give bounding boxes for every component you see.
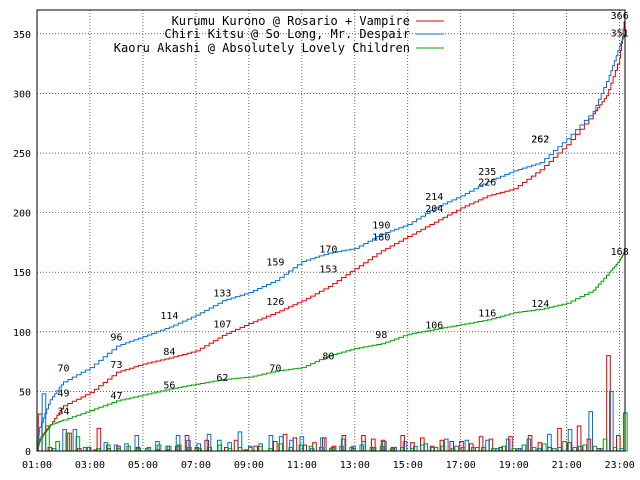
data-label: 190 (372, 221, 390, 232)
data-label: 116 (478, 309, 496, 320)
data-label: 80 (322, 352, 334, 363)
data-label: 235 (478, 167, 496, 178)
y-tick-label: 0 (25, 447, 31, 458)
x-tick-label: 19:00 (499, 460, 529, 471)
data-label: 106 (425, 321, 443, 332)
y-tick-label: 350 (13, 30, 31, 41)
data-label: 366 (611, 11, 629, 22)
data-label: 70 (269, 364, 281, 375)
data-label: 153 (319, 265, 337, 276)
x-tick-label: 13:00 (340, 460, 370, 471)
data-label: 47 (110, 391, 122, 402)
series-lines (36, 14, 626, 452)
legend-label-kurumu: Kurumu Kurono @ Rosario + Vampire (172, 14, 410, 28)
grid (36, 10, 625, 451)
y-tick-label: 100 (13, 328, 31, 339)
legend: Kurumu Kurono @ Rosario + Vampire Chiri … (114, 14, 444, 55)
data-label: 84 (163, 347, 175, 358)
axes: 01:00 03:00 05:00 07:00 09:00 11:00 13:00 15:00… (13, 30, 635, 471)
data-labels: 49 73 84 107 126 153 180 204 226 262 366 70 96 114 133… (57, 11, 628, 418)
y-tick-label: 50 (19, 387, 31, 398)
data-label: 262 (531, 135, 549, 146)
line-chiri (36, 32, 626, 452)
x-tick-label: 01:00 (22, 460, 52, 471)
data-label: 114 (160, 311, 178, 322)
x-tick-label: 17:00 (446, 460, 476, 471)
data-label: 98 (375, 330, 387, 341)
data-label: 170 (319, 244, 337, 255)
data-label: 262 (531, 135, 549, 146)
data-label: 70 (57, 364, 69, 375)
legend-label-chiri: Chiri Kitsu @ So Long, Mr. Despair (164, 27, 410, 41)
x-tick-label: 09:00 (234, 460, 264, 471)
x-tick-label: 15:00 (393, 460, 423, 471)
x-tick-label: 05:00 (128, 460, 158, 471)
y-tick-label: 250 (13, 149, 31, 160)
legend-label-kaoru: Kaoru Akashi @ Absolutely Lovely Childre… (114, 41, 410, 55)
line-kurumu (37, 14, 626, 452)
data-label: 133 (213, 288, 231, 299)
data-label: 124 (531, 299, 549, 310)
data-label: 204 (425, 204, 443, 215)
x-tick-label: 03:00 (75, 460, 105, 471)
y-tick-label: 300 (13, 89, 31, 100)
data-label: 126 (266, 297, 284, 308)
data-label: 180 (372, 232, 390, 243)
y-tick-label: 200 (13, 209, 31, 220)
data-label: 96 (110, 333, 122, 344)
data-label: 49 (57, 389, 69, 400)
data-label: 62 (216, 373, 228, 384)
data-label: 73 (110, 360, 122, 371)
data-label: 159 (266, 257, 284, 268)
data-label: 351 (611, 29, 629, 40)
data-label: 226 (478, 178, 496, 189)
x-tick-label: 11:00 (287, 460, 317, 471)
data-label: 107 (213, 319, 231, 330)
data-label: 168 (611, 247, 629, 258)
line-kaoru (36, 250, 626, 452)
data-label: 56 (163, 380, 175, 391)
x-tick-label: 07:00 (181, 460, 211, 471)
y-tick-label: 150 (13, 268, 31, 279)
data-label: 214 (425, 192, 443, 203)
plot-frame (36, 9, 626, 452)
x-tick-label: 21:00 (552, 460, 582, 471)
x-tick-label: 23:00 (605, 460, 635, 471)
data-label: 34 (57, 406, 69, 417)
